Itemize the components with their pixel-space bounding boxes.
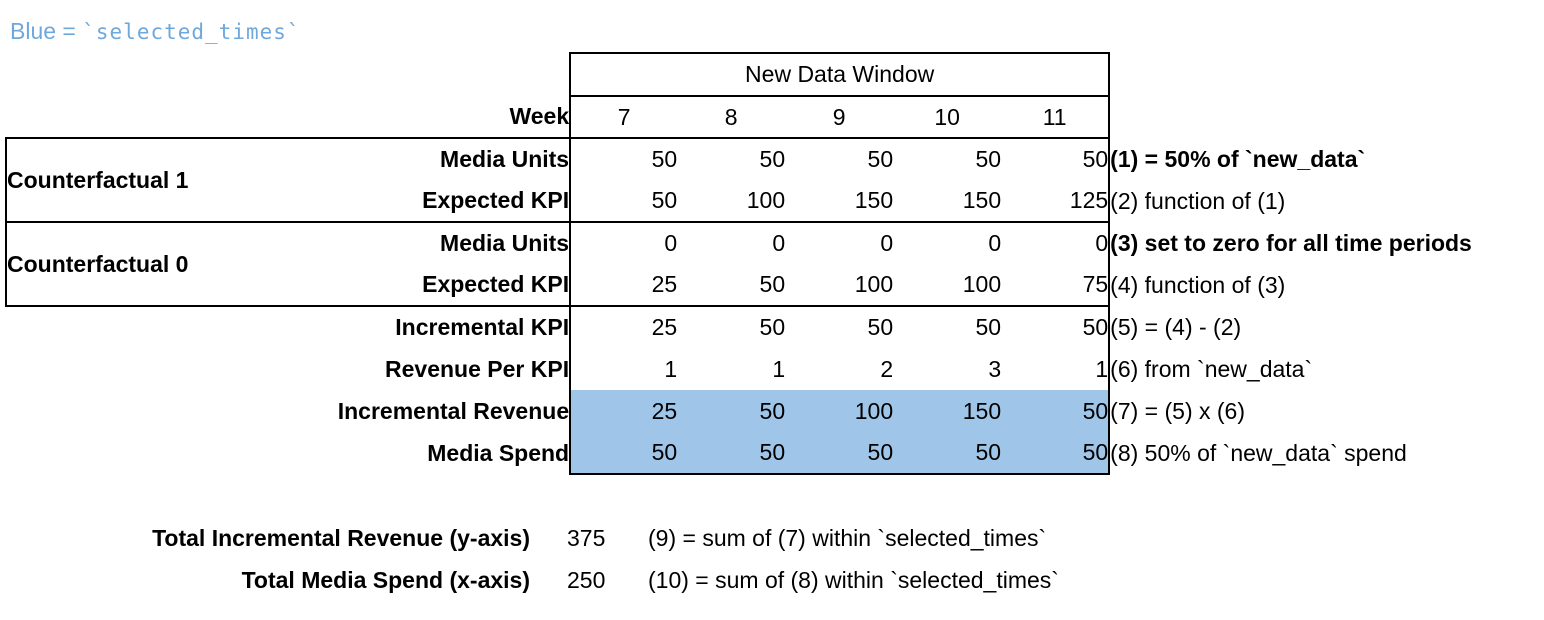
table-row-cf1-media-units: Counterfactual 1 Media Units 50 50 50 50… (5, 137, 1543, 222)
value-cell: 150 (854, 187, 894, 213)
table-row-cf0-media-units: Counterfactual 0 Media Units 0 0 0 0 0 (… (5, 221, 1543, 306)
value-cell: 50 (677, 305, 786, 348)
spacer-cell (6, 96, 338, 138)
legend-note-prefix: Blue = (10, 18, 83, 44)
total-value: 250 (567, 567, 606, 593)
spacer-cell (6, 305, 338, 348)
spacer-cell (6, 53, 338, 96)
value-cell-highlighted: 50 (677, 432, 786, 475)
value-cell: 50 (1001, 305, 1111, 348)
value-cell: 50 (569, 180, 678, 222)
legend-note-code: `selected_times` (82, 20, 301, 44)
row-note: (2) function of (1) (1110, 187, 1286, 214)
value-cell-highlighted: 50 (1001, 432, 1111, 475)
value-cell: 50 (677, 137, 786, 180)
value-cell-highlighted: 50 (893, 432, 1002, 475)
value-cell: 100 (854, 271, 894, 297)
value-cell-highlighted: 25 (569, 390, 678, 432)
week-column-header: 11 (1001, 96, 1111, 138)
value-cell: 2 (880, 355, 894, 382)
total-label: Total Media Spend (x-axis) (241, 567, 530, 593)
week-column-header: 8 (724, 103, 738, 130)
value-cell: 100 (962, 271, 1002, 297)
week-column-header: 10 (934, 103, 960, 130)
value-cell: 50 (785, 305, 894, 348)
value-cell-highlighted: 50 (677, 390, 786, 432)
spacer-cell (1109, 53, 1543, 96)
row-label: Revenue Per KPI (385, 355, 570, 382)
value-cell: 0 (785, 221, 894, 264)
value-cell: 75 (1001, 264, 1111, 306)
spacer-cell (6, 348, 338, 390)
value-cell: 50 (893, 137, 1002, 180)
new-data-window-header: New Data Window (569, 52, 1111, 97)
value-cell: 0 (569, 221, 678, 264)
table-row-revenue-per-kpi: Revenue Per KPI 1 1 2 3 1 (6) from `new_… (6, 348, 1543, 390)
table-row-cf0-expected-kpi: Expected KPI 25 50 100 100 75 (4) functi… (6, 264, 1543, 306)
row-note: (6) from `new_data` (1110, 355, 1313, 382)
spacer-cell (1109, 96, 1543, 138)
table-row-media-spend: Media Spend 50 50 50 50 50 (8) 50% of `n… (6, 432, 1543, 475)
value-cell: 125 (1001, 180, 1111, 222)
row-label: Incremental Revenue (337, 397, 570, 424)
row-note: (1) = 50% of `new_data` (1110, 145, 1366, 172)
value-cell: 1 (772, 355, 786, 382)
legend-note: Blue = `selected_times` (10, 17, 301, 46)
week-column-header: 9 (832, 103, 846, 130)
value-cell: 150 (962, 187, 1002, 213)
value-cell-highlighted: 100 (785, 390, 894, 432)
spacer-cell (6, 432, 338, 474)
row-label: Expected KPI (422, 271, 570, 297)
row-note: (3) set to zero for all time periods (1110, 229, 1472, 256)
group-label-counterfactual-1: Counterfactual 1 (5, 137, 338, 222)
value-cell-highlighted: 50 (1001, 390, 1111, 432)
group-label-counterfactual-0: Counterfactual 0 (5, 221, 338, 306)
value-cell: 0 (893, 221, 1002, 264)
spacer-cell (6, 390, 338, 432)
value-cell-highlighted: 50 (569, 432, 678, 475)
row-label: Media Units (337, 137, 571, 180)
row-label: Expected KPI (422, 187, 570, 213)
value-cell-highlighted: 150 (893, 390, 1002, 432)
value-cell: 50 (785, 137, 894, 180)
value-cell-highlighted: 50 (785, 432, 894, 475)
row-label: Incremental KPI (337, 305, 571, 348)
table-row-cf1-expected-kpi: Expected KPI 50 100 150 150 125 (2) func… (6, 180, 1543, 222)
spacer-cell (338, 53, 570, 96)
value-cell: 0 (677, 221, 786, 264)
total-note: (9) = sum of (7) within `selected_times` (648, 525, 1047, 551)
total-label: Total Incremental Revenue (y-axis) (152, 525, 530, 551)
row-label: Media Units (337, 221, 571, 264)
value-cell: 3 (988, 355, 1002, 382)
value-cell: 25 (569, 264, 678, 306)
value-cell: 0 (1001, 221, 1111, 264)
value-cell: 1 (569, 348, 678, 390)
total-row-media-spend: Total Media Spend (x-axis) 250 (10) = su… (0, 559, 1544, 601)
value-cell: 50 (759, 271, 786, 297)
value-cell: 100 (746, 187, 786, 213)
week-label: Week (509, 103, 570, 129)
total-row-incremental-revenue: Total Incremental Revenue (y-axis) 375 (… (0, 517, 1544, 559)
value-cell: 25 (569, 305, 678, 348)
row-note: (7) = (5) x (6) (1110, 397, 1245, 424)
window-header-row: New Data Window (6, 52, 1543, 97)
total-value: 375 (567, 525, 606, 551)
value-cell: 50 (1001, 137, 1111, 180)
week-column-header: 7 (569, 96, 678, 138)
row-note: (4) function of (3) (1110, 271, 1286, 298)
week-row: Week 7 8 9 10 11 (6, 96, 1543, 138)
row-label: Media Spend (427, 439, 570, 466)
total-note: (10) = sum of (8) within `selected_times… (648, 567, 1059, 593)
value-cell: 50 (893, 305, 1002, 348)
value-cell: 1 (1001, 348, 1111, 390)
table-row-incremental-kpi: Incremental KPI 25 50 50 50 50 (5) = (4)… (6, 305, 1543, 348)
row-note: (8) 50% of `new_data` spend (1110, 439, 1407, 466)
value-cell: 50 (569, 137, 678, 180)
row-note: (5) = (4) - (2) (1110, 313, 1242, 340)
table-row-incremental-revenue: Incremental Revenue 25 50 100 150 50 (7)… (6, 390, 1543, 432)
counterfactual-table: New Data Window Week 7 8 9 10 11 Counter… (5, 52, 1544, 475)
